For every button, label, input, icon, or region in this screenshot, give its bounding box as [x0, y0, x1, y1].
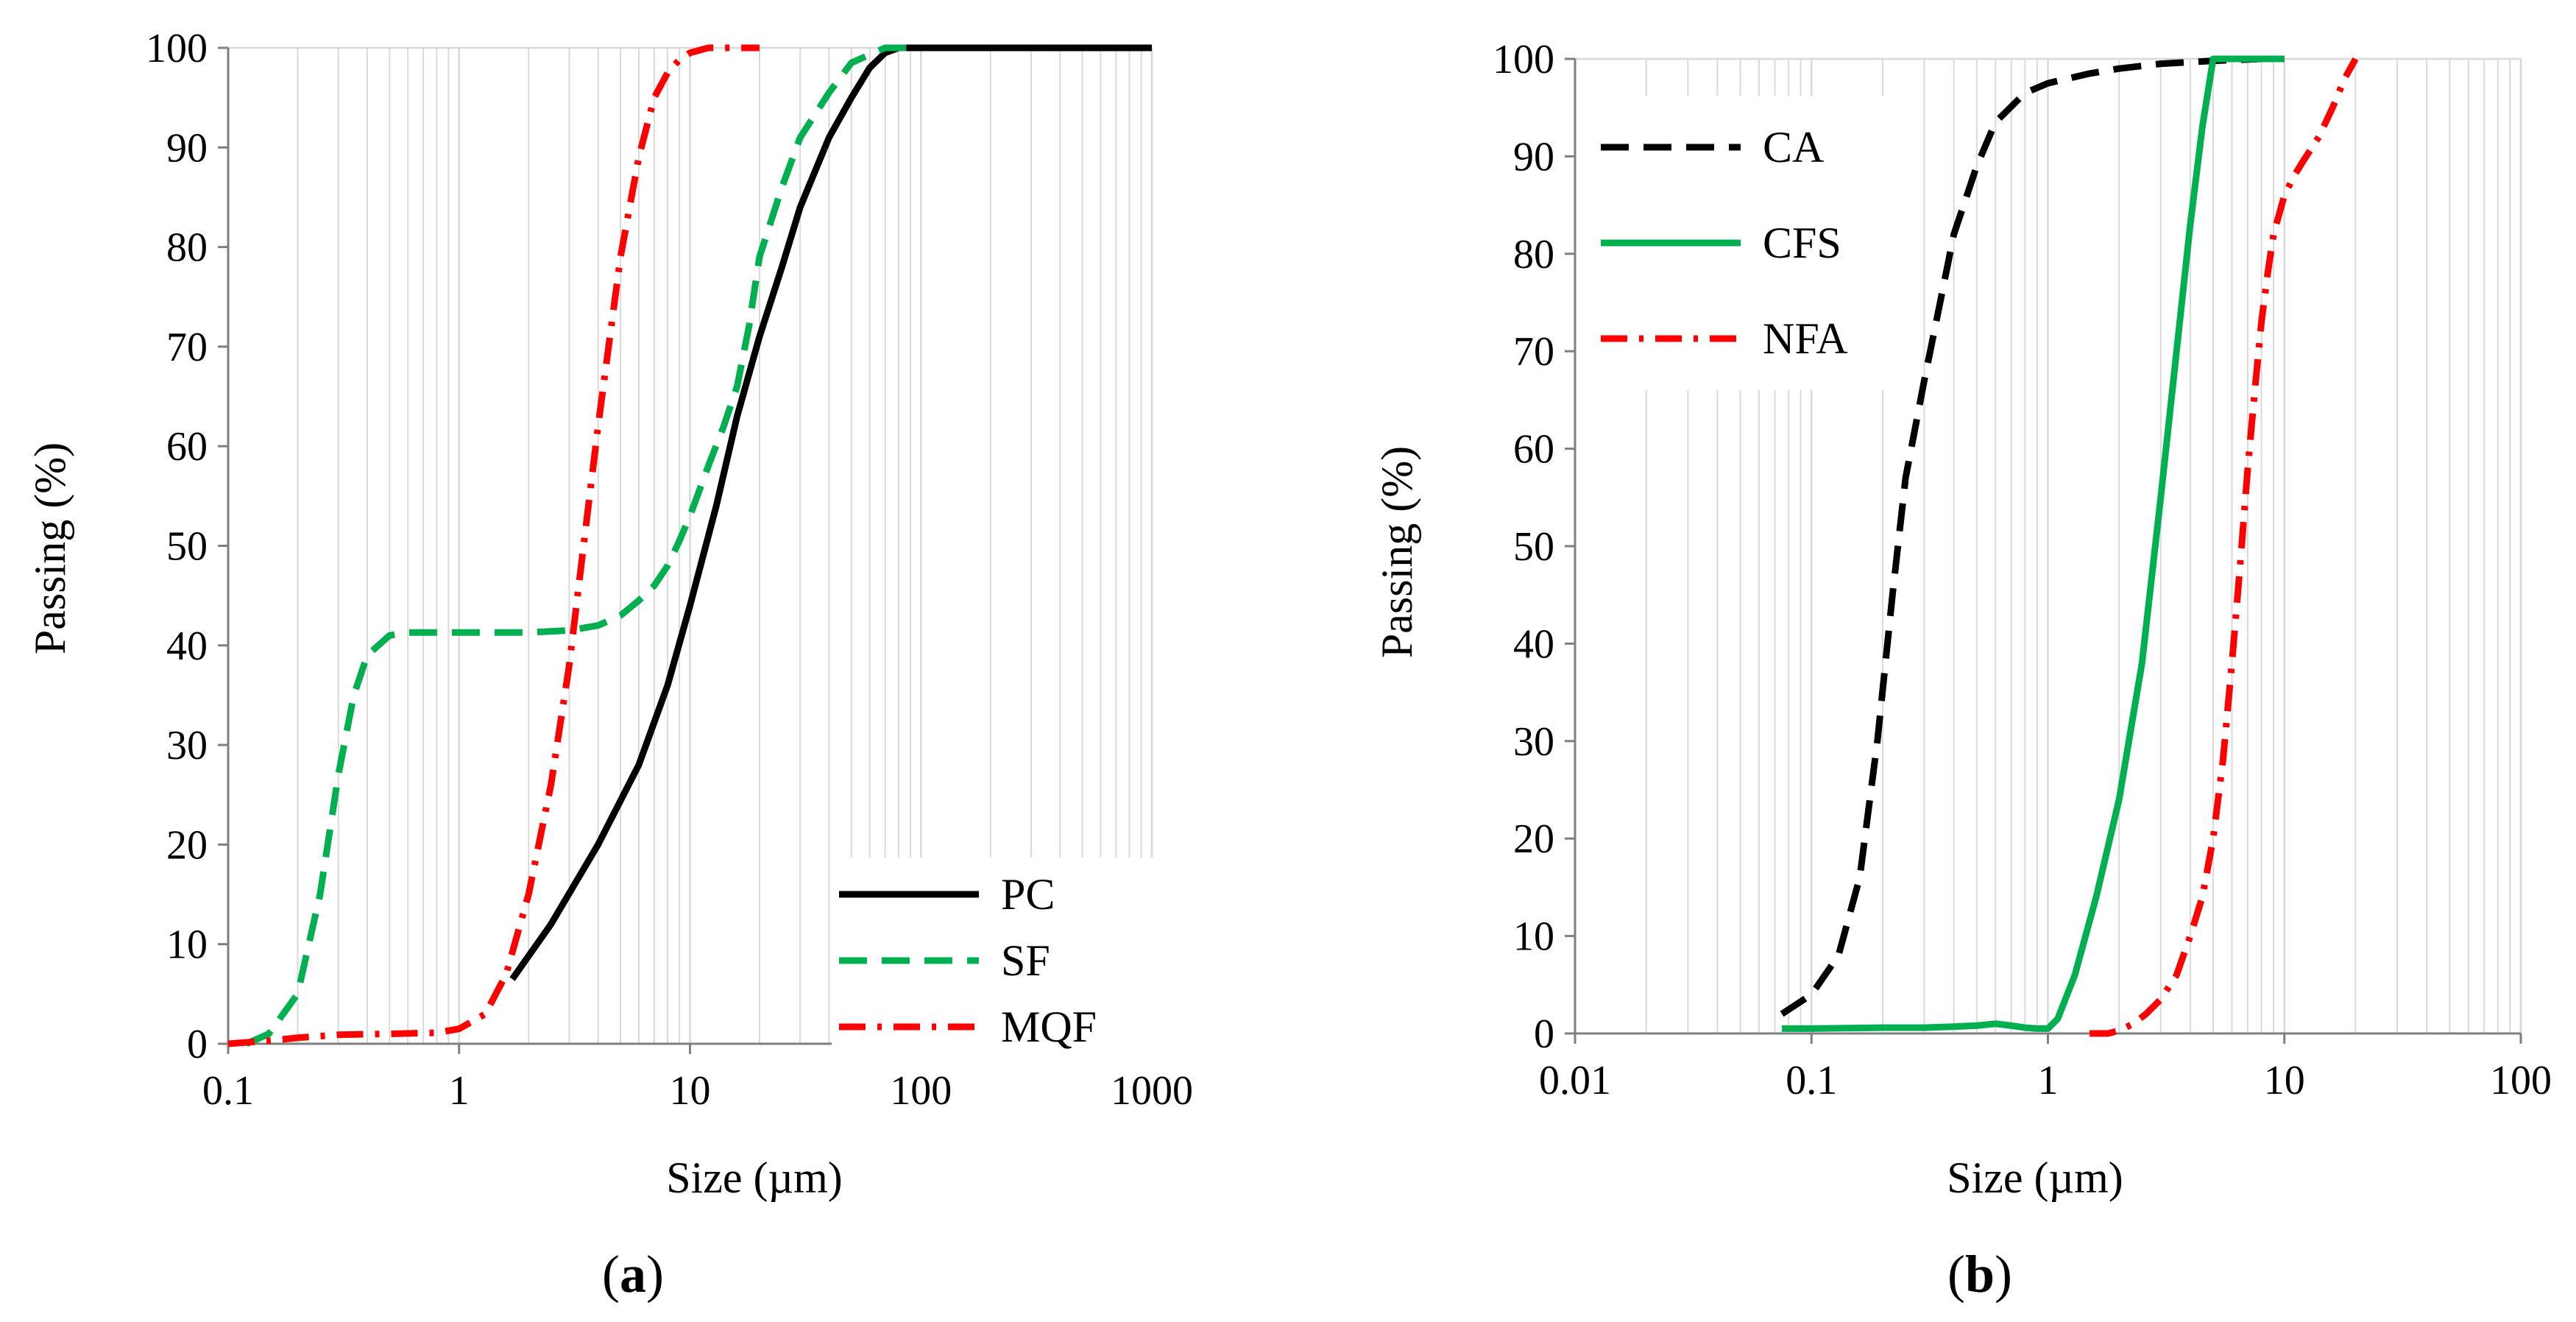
chart-b-panel-label: (b) [1947, 1245, 2012, 1304]
chart-b-series [1780, 55, 2359, 1037]
y-tick-label: 60 [1513, 427, 1554, 473]
y-tick-label: 100 [146, 26, 208, 71]
legend-label-mqf: MQF [1001, 1003, 1097, 1051]
x-tick-label: 1000 [1111, 1068, 1193, 1114]
chart-a-panel-label: (a) [602, 1245, 664, 1304]
x-tick-label: 100 [890, 1068, 952, 1114]
y-tick-label: 90 [166, 125, 208, 171]
legend-label-ca: CA [1763, 123, 1824, 172]
y-tick-label: 90 [1513, 134, 1554, 180]
y-tick-label: 70 [166, 325, 208, 370]
series-line-pc [509, 44, 1152, 981]
y-tick-label: 40 [166, 623, 208, 669]
y-tick-label: 0 [1534, 1011, 1554, 1057]
chart-a: 0.1 1 10 100 1000 0 10 20 30 40 50 60 70 80 90 100 PC S… [26, 26, 1193, 1304]
y-tick-label: 100 [1493, 37, 1554, 82]
x-tick-label: 1 [449, 1068, 470, 1114]
x-tick-label: 10 [670, 1068, 711, 1114]
chart-a-legend: PC SF MQF [832, 858, 1156, 1064]
legend-label-sf: SF [1001, 936, 1050, 985]
chart-b-xlabel: Size (µm) [1947, 1153, 2123, 1202]
legend-label-nfa: NFA [1763, 314, 1848, 363]
series-line-nfa [2090, 57, 2359, 1037]
x-tick-label: 0.1 [202, 1068, 254, 1114]
legend-label-cfs: CFS [1763, 219, 1841, 267]
y-tick-label: 40 [1513, 621, 1554, 667]
y-tick-label: 10 [1513, 914, 1554, 960]
x-tick-label: 100 [2490, 1058, 2552, 1103]
chart-a-panel-letter: a [620, 1245, 646, 1304]
x-tick-label: 1 [2038, 1058, 2059, 1103]
x-tick-label: 0.1 [1786, 1058, 1837, 1103]
chart-a-ylabel: Passing (%) [26, 442, 74, 654]
x-tick-label: 10 [2264, 1058, 2305, 1103]
y-tick-label: 30 [166, 723, 208, 768]
chart-a-x-ticks: 0.1 1 10 100 1000 [202, 1044, 1193, 1114]
chart-a-series [227, 44, 1152, 1047]
series-line-sf [244, 44, 921, 1047]
y-tick-label: 20 [1513, 816, 1554, 862]
y-tick-label: 70 [1513, 329, 1554, 375]
chart-b-y-ticks: 0 10 20 30 40 50 60 70 80 90 100 [1493, 37, 1575, 1057]
chart-b-x-ticks: 0.01 0.1 1 10 100 [1539, 1033, 2552, 1103]
chart-b-legend: CA CFS NFA [1593, 96, 1903, 390]
x-tick-label: 0.01 [1539, 1058, 1611, 1103]
chart-b-ylabel: Passing (%) [1373, 446, 1421, 658]
y-tick-label: 80 [166, 225, 208, 271]
y-tick-label: 50 [1513, 524, 1554, 570]
chart-a-xlabel: Size (µm) [666, 1153, 843, 1202]
legend-label-pc: PC [1001, 870, 1055, 919]
series-line-ca [1780, 55, 2285, 1017]
y-tick-label: 50 [166, 524, 208, 570]
y-tick-label: 30 [1513, 719, 1554, 765]
y-tick-label: 80 [1513, 232, 1554, 278]
chart-b-panel-letter: b [1965, 1245, 1995, 1304]
y-tick-label: 10 [166, 922, 208, 968]
y-tick-label: 0 [187, 1022, 208, 1067]
y-tick-label: 20 [166, 822, 208, 868]
chart-a-y-ticks: 0 10 20 30 40 50 60 70 80 90 100 [146, 26, 228, 1067]
series-line-cfs [1782, 55, 2285, 1032]
y-tick-label: 60 [166, 424, 208, 470]
legend-box [832, 858, 1156, 1064]
